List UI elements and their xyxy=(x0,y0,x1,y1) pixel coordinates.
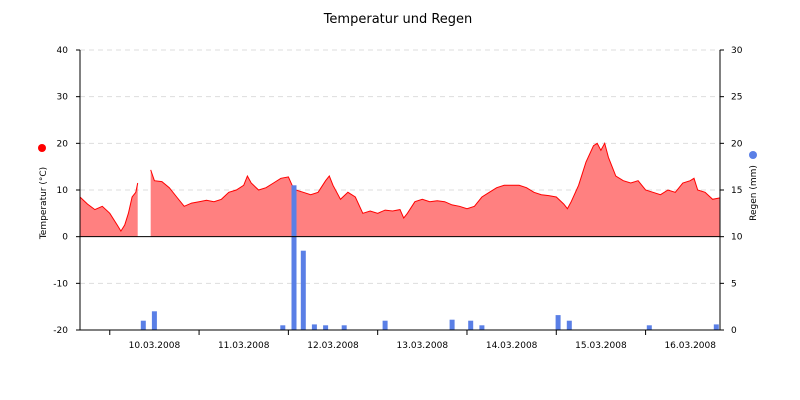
left-tick-label: 20 xyxy=(57,139,69,149)
x-tick-label: 10.03.2008 xyxy=(129,341,181,351)
left-axis-ticks: -20 -10 0 10 20 30 40 xyxy=(53,46,80,336)
left-tick-label: 0 xyxy=(62,233,68,243)
rain-bar xyxy=(449,319,455,330)
rain-bar xyxy=(713,324,719,330)
left-tick-label: 10 xyxy=(57,186,69,196)
x-tick-label: 12.03.2008 xyxy=(307,341,359,351)
rain-bar xyxy=(311,324,317,330)
chart-title: Temperatur und Regen xyxy=(323,12,473,27)
rain-bar xyxy=(280,325,286,330)
x-tick-label: 16.03.2008 xyxy=(664,341,716,351)
gridlines xyxy=(80,49,720,284)
x-tick-label: 13.03.2008 xyxy=(397,341,449,351)
left-axis-title: Temperatur (°C) xyxy=(39,167,49,240)
rain-bar xyxy=(341,325,347,330)
rain-bar xyxy=(140,320,146,330)
right-tick-label: 30 xyxy=(731,46,743,56)
rain-bar xyxy=(291,185,297,330)
right-axis-title: Regen (mm) xyxy=(749,165,759,221)
temperature-area xyxy=(80,183,138,237)
left-tick-label: -10 xyxy=(53,279,68,289)
temperature-legend-marker xyxy=(38,144,46,152)
rain-bar xyxy=(323,325,329,330)
x-axis-ticks: 10.03.2008 11.03.2008 12.03.2008 13.03.2008… xyxy=(109,330,716,351)
axis-titles: Temperatur (°C) Regen (mm) xyxy=(38,144,759,240)
rain-legend-marker xyxy=(749,151,757,159)
temperature-line xyxy=(79,182,139,233)
right-tick-label: 5 xyxy=(731,279,737,289)
right-tick-label: 10 xyxy=(731,233,743,243)
rain-bar xyxy=(566,320,572,330)
right-tick-label: 0 xyxy=(731,326,737,336)
right-tick-label: 20 xyxy=(731,139,743,149)
rain-bar xyxy=(646,325,652,330)
rain-bar xyxy=(468,320,474,330)
rain-bar xyxy=(555,315,561,330)
left-tick-label: 40 xyxy=(57,46,69,56)
temperature-line xyxy=(150,141,721,219)
x-tick-label: 11.03.2008 xyxy=(218,341,270,351)
rain-bar xyxy=(479,325,485,330)
rain-series xyxy=(140,185,719,330)
right-axis-ticks: 0 5 10 15 20 25 30 xyxy=(720,46,743,336)
right-tick-label: 15 xyxy=(731,186,742,196)
rain-bar xyxy=(382,320,388,330)
x-tick-label: 15.03.2008 xyxy=(575,341,627,351)
x-tick-label: 14.03.2008 xyxy=(486,341,538,351)
rain-bar xyxy=(151,311,157,330)
left-tick-label: 30 xyxy=(57,93,69,103)
right-tick-label: 25 xyxy=(731,93,742,103)
left-tick-label: -20 xyxy=(53,326,68,336)
rain-bar xyxy=(300,250,306,330)
